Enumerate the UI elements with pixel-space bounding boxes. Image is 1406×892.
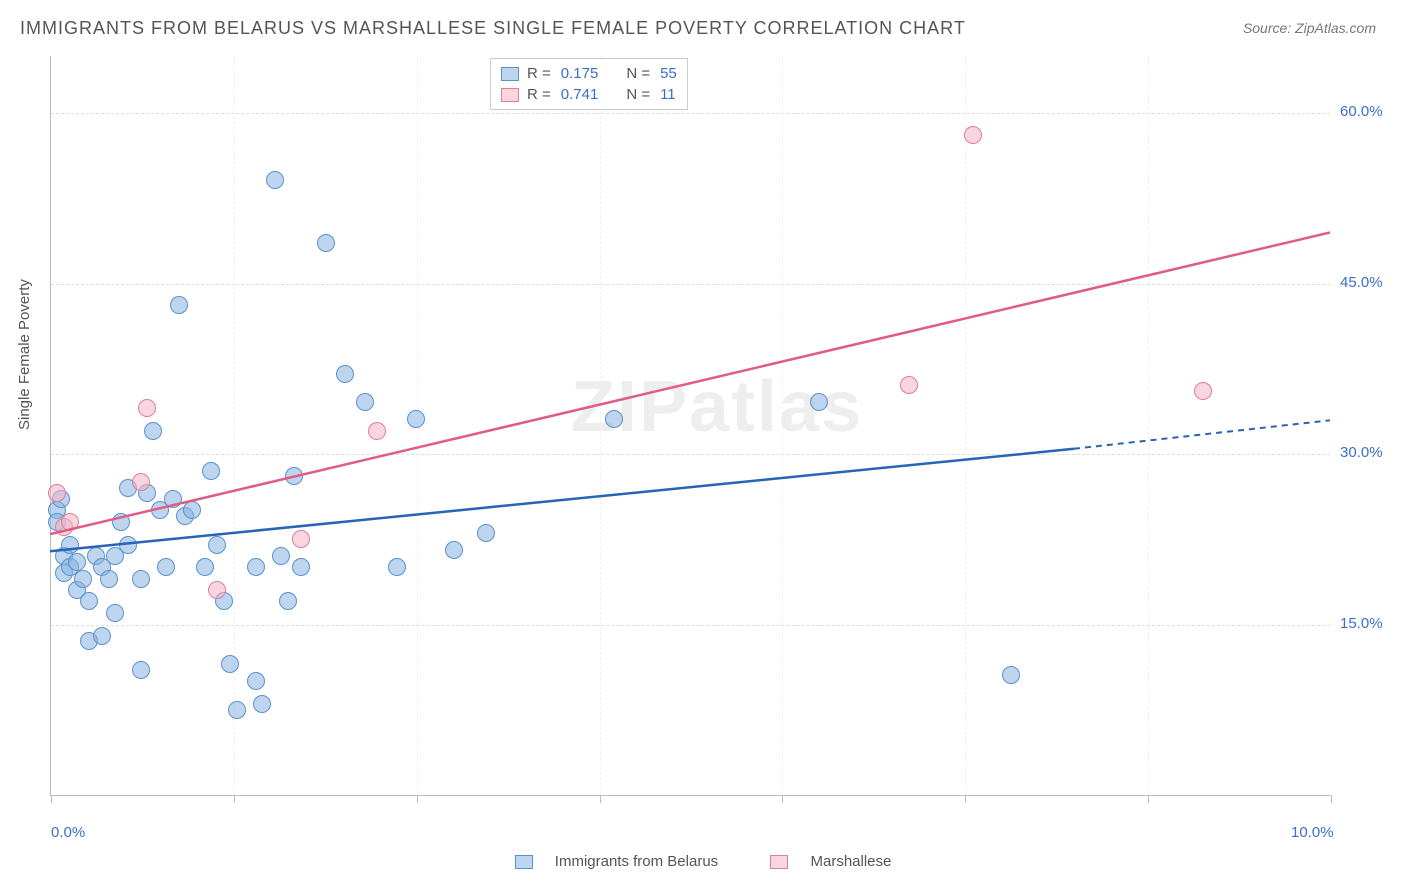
point-belarus [208, 536, 226, 554]
x-tick-label: 10.0% [1291, 824, 1334, 841]
legend-swatch-blue [501, 67, 519, 81]
point-belarus [292, 558, 310, 576]
point-belarus [119, 536, 137, 554]
point-belarus [388, 558, 406, 576]
point-belarus [106, 604, 124, 622]
y-tick-label: 15.0% [1340, 615, 1400, 632]
x-tick [782, 795, 783, 803]
point-belarus [202, 462, 220, 480]
point-belarus [247, 672, 265, 690]
gridline-v [965, 56, 966, 795]
legend-correlation: R = 0.175 N = 55 R = 0.741 N = 11 [490, 58, 688, 110]
point-belarus [1002, 666, 1020, 684]
n-label: N = [626, 65, 650, 82]
point-marshallese [48, 484, 66, 502]
point-belarus [93, 627, 111, 645]
point-belarus [80, 592, 98, 610]
point-belarus [112, 513, 130, 531]
point-marshallese [368, 422, 386, 440]
point-marshallese [61, 513, 79, 531]
x-tick [600, 795, 601, 803]
legend-row-blue: R = 0.175 N = 55 [501, 63, 677, 84]
r-value: 0.741 [561, 86, 599, 103]
point-belarus [132, 570, 150, 588]
point-belarus [196, 558, 214, 576]
legend-label: Marshallese [811, 853, 892, 870]
point-marshallese [964, 126, 982, 144]
x-tick [965, 795, 966, 803]
y-tick-label: 45.0% [1340, 274, 1400, 291]
point-belarus [183, 501, 201, 519]
point-belarus [247, 558, 265, 576]
point-belarus [477, 524, 495, 542]
point-belarus [266, 171, 284, 189]
point-belarus [221, 655, 239, 673]
point-marshallese [138, 399, 156, 417]
x-tick [1331, 795, 1332, 803]
n-value: 55 [660, 65, 677, 82]
r-label: R = [527, 86, 551, 103]
gridline-v [782, 56, 783, 795]
n-label: N = [626, 86, 650, 103]
gridline-h [51, 284, 1330, 285]
n-value: 11 [660, 86, 676, 103]
point-belarus [336, 365, 354, 383]
x-tick [1148, 795, 1149, 803]
scatter-chart: ZIPatlas 15.0%30.0%45.0%60.0%0.0%10.0% [50, 56, 1330, 796]
point-marshallese [292, 530, 310, 548]
gridline-v [600, 56, 601, 795]
gridline-v [234, 56, 235, 795]
point-belarus [61, 536, 79, 554]
y-tick-label: 30.0% [1340, 444, 1400, 461]
point-belarus [68, 553, 86, 571]
gridline-v [1148, 56, 1149, 795]
point-marshallese [1194, 382, 1212, 400]
gridline-h [51, 113, 1330, 114]
point-belarus [317, 234, 335, 252]
point-belarus [356, 393, 374, 411]
point-belarus [228, 701, 246, 719]
x-tick [417, 795, 418, 803]
x-tick-label: 0.0% [51, 824, 85, 841]
y-tick-label: 60.0% [1340, 103, 1400, 120]
legend-label: Immigrants from Belarus [555, 853, 718, 870]
point-belarus [74, 570, 92, 588]
point-belarus [445, 541, 463, 559]
point-belarus [605, 410, 623, 428]
r-value: 0.175 [561, 65, 599, 82]
point-marshallese [900, 376, 918, 394]
legend-swatch-pink [770, 855, 788, 869]
x-tick [234, 795, 235, 803]
chart-title: IMMIGRANTS FROM BELARUS VS MARSHALLESE S… [20, 18, 966, 39]
point-belarus [810, 393, 828, 411]
legend-item-marshallese: Marshallese [758, 853, 903, 870]
gridline-h [51, 625, 1330, 626]
point-belarus [144, 422, 162, 440]
legend-item-belarus: Immigrants from Belarus [503, 853, 735, 870]
point-belarus [285, 467, 303, 485]
point-belarus [170, 296, 188, 314]
legend-row-pink: R = 0.741 N = 11 [501, 84, 677, 105]
point-belarus [157, 558, 175, 576]
r-label: R = [527, 65, 551, 82]
y-axis-label: Single Female Poverty [16, 279, 33, 430]
legend-swatch-blue [515, 855, 533, 869]
legend-swatch-pink [501, 88, 519, 102]
point-belarus [100, 570, 118, 588]
gridline-h [51, 454, 1330, 455]
point-belarus [132, 661, 150, 679]
x-tick [51, 795, 52, 803]
point-marshallese [208, 581, 226, 599]
legend-series: Immigrants from Belarus Marshallese [0, 853, 1406, 870]
source-attribution: Source: ZipAtlas.com [1243, 20, 1376, 36]
point-belarus [253, 695, 271, 713]
point-belarus [164, 490, 182, 508]
point-belarus [272, 547, 290, 565]
point-belarus [407, 410, 425, 428]
point-belarus [279, 592, 297, 610]
point-marshallese [132, 473, 150, 491]
